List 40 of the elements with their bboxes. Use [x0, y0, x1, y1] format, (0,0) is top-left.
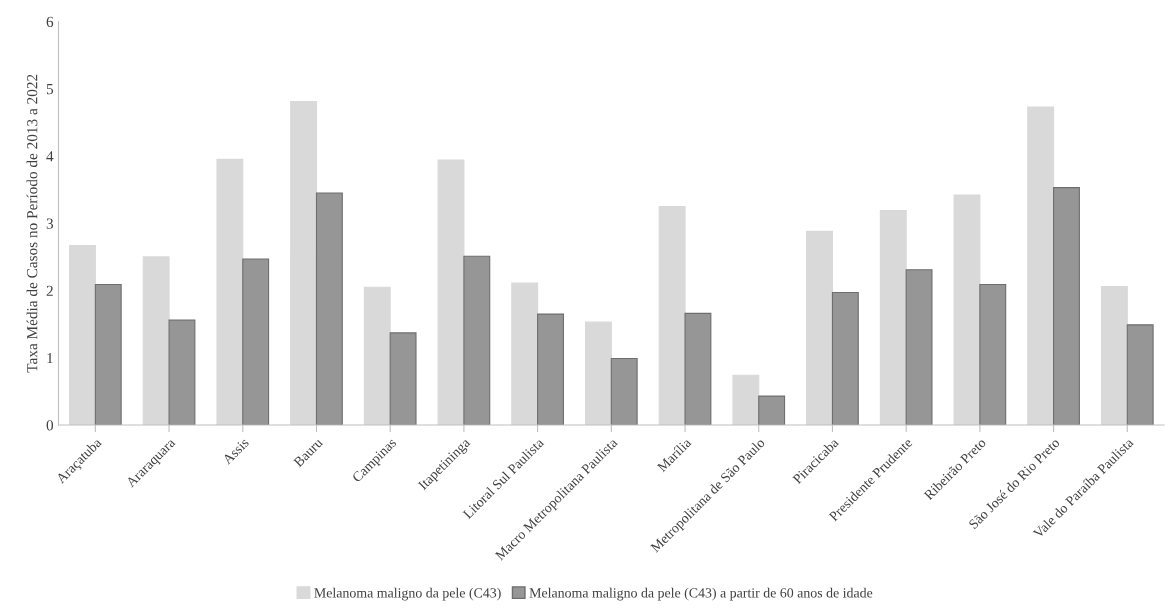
bar: [1126, 324, 1154, 426]
y-axis-title: Taxa Média de Casos no Período de 2013 a 2022: [26, 74, 38, 373]
bar: [684, 312, 712, 426]
bar: [979, 283, 1007, 426]
bar: [463, 255, 491, 426]
bar: [142, 256, 170, 426]
y-tick-label: 0: [46, 420, 54, 431]
bar: [363, 286, 391, 426]
bar: [953, 194, 981, 426]
legend-label: Melanoma maligno da pele (C43): [314, 587, 501, 601]
bar: [1053, 187, 1080, 426]
bar: [537, 313, 564, 426]
y-tick-label: 4: [46, 151, 54, 162]
bar: [879, 209, 907, 426]
y-tick-label: 5: [46, 84, 54, 95]
bar: [905, 269, 933, 426]
bar: [290, 101, 318, 426]
bar: [1027, 106, 1055, 426]
y-tick-label: 6: [46, 16, 54, 28]
bar: [389, 332, 417, 426]
bar: [806, 230, 834, 426]
y-tick-label: 1: [47, 353, 53, 364]
bar: [658, 205, 686, 426]
bar: [732, 374, 760, 426]
y-tick-label: 3: [46, 218, 54, 229]
legend-label: Melanoma maligno da pele (C43) a partir de 60 anos de idade: [529, 587, 873, 601]
bar: [168, 319, 196, 426]
bar: [831, 292, 859, 426]
y-tick-label: 2: [46, 285, 53, 296]
bar: [1100, 285, 1128, 426]
bar: [610, 357, 638, 426]
bar: [758, 395, 786, 426]
bar: [69, 244, 96, 426]
bar: [315, 192, 343, 426]
bar: [242, 258, 270, 426]
bar: [94, 283, 122, 426]
bar: [584, 321, 612, 426]
bar: [511, 282, 539, 426]
bar: [437, 159, 465, 426]
bar: [216, 158, 244, 426]
